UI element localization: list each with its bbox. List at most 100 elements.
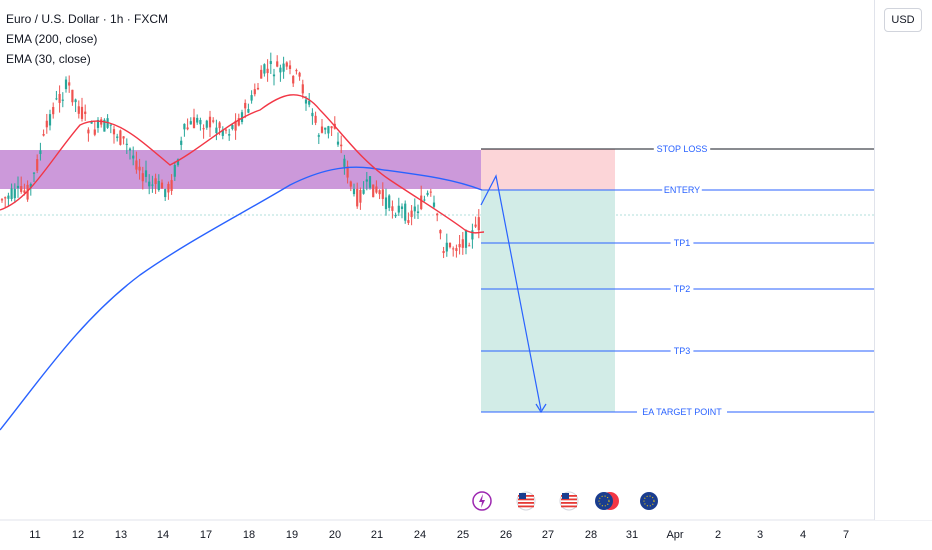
candle-body	[336, 141, 340, 145]
price-axis[interactable]	[874, 0, 932, 520]
x-tick-label: 18	[243, 529, 255, 541]
candle-body	[215, 127, 218, 134]
candle-body	[439, 230, 442, 234]
candle-body	[391, 206, 394, 211]
candle-body	[116, 136, 119, 138]
x-tick-label: 12	[72, 529, 84, 541]
x-tick-label: 11	[29, 529, 40, 541]
candle-body	[103, 119, 106, 132]
candle-body	[68, 82, 71, 86]
candle-body	[359, 189, 362, 203]
target-zone	[481, 190, 615, 412]
candle-body	[141, 173, 144, 182]
candle-body	[176, 159, 180, 166]
candle-body	[276, 61, 279, 67]
candle-body	[228, 134, 231, 136]
candle-body	[208, 116, 212, 128]
candle-body	[64, 79, 68, 90]
candle-body	[247, 109, 250, 113]
candle-body	[420, 195, 423, 209]
candle-body	[378, 190, 381, 195]
candle-body	[288, 65, 292, 69]
candle-body	[468, 245, 471, 247]
level-label-tp1: TP1	[674, 238, 691, 248]
candle-body	[170, 180, 173, 191]
candle-body	[250, 95, 253, 101]
candle-body	[205, 120, 208, 128]
candle-body	[173, 165, 176, 177]
candle-body	[125, 143, 128, 145]
candle-body	[23, 190, 26, 193]
candle-body	[282, 63, 285, 72]
candle-body	[436, 213, 439, 216]
candle-body	[394, 214, 397, 217]
level-label-stop-loss: STOP LOSS	[657, 144, 708, 154]
candle-body	[16, 185, 20, 189]
candle-body	[74, 99, 77, 103]
candle-body	[400, 206, 404, 209]
level-label-bg	[670, 345, 694, 356]
candle-body	[212, 120, 215, 122]
level-label-bg	[653, 143, 711, 154]
candle-body	[80, 106, 84, 119]
candle-body	[135, 160, 138, 170]
candle-body	[365, 179, 368, 182]
candle-body	[36, 159, 39, 171]
x-tick-label: 19	[286, 529, 298, 541]
multi-flag-icon	[595, 492, 619, 510]
ema200-legend[interactable]: EMA (200, close)	[6, 32, 98, 46]
candle-body	[461, 239, 464, 248]
candle-body	[452, 248, 455, 250]
candle-body	[311, 112, 314, 117]
candle-body	[272, 74, 276, 77]
candle-body	[260, 69, 263, 79]
candle-body	[448, 242, 452, 248]
candle-body	[0, 199, 4, 201]
candle-body	[429, 191, 432, 193]
candle-body	[362, 189, 365, 194]
candle-body	[320, 126, 324, 133]
candle-body	[407, 220, 410, 223]
x-tick-label: 13	[115, 529, 127, 541]
candle-body	[442, 250, 445, 254]
x-tick-label: 7	[843, 529, 849, 541]
candle-body	[314, 115, 317, 123]
candle-body	[381, 189, 384, 199]
us-flag-icon	[516, 491, 536, 511]
candle-body	[269, 61, 272, 65]
currency-button[interactable]: USD	[884, 8, 922, 32]
eu-flag-icon	[640, 492, 658, 510]
candle-body	[304, 99, 308, 104]
x-tick-label: 28	[585, 529, 597, 541]
candles	[0, 52, 480, 259]
candle-body	[71, 89, 74, 103]
x-tick-label: 3	[757, 529, 763, 541]
candle-body	[58, 93, 61, 103]
candle-body	[237, 118, 240, 126]
candle-body	[164, 189, 167, 198]
candle-body	[464, 230, 468, 248]
candle-body	[90, 121, 93, 124]
candle-body	[279, 67, 282, 73]
x-tick-label: 14	[157, 529, 169, 541]
candle-body	[356, 188, 359, 207]
candle-body	[349, 181, 352, 187]
ema30-legend[interactable]: EMA (30, close)	[6, 52, 91, 66]
candle-body	[423, 199, 426, 201]
candle-body	[199, 119, 202, 125]
candle-body	[192, 117, 196, 129]
candle-body	[112, 129, 116, 135]
x-tick-label: 24	[414, 529, 426, 541]
candle-body	[372, 184, 375, 198]
candle-body	[346, 166, 349, 178]
candle-body	[263, 64, 266, 74]
x-tick-label: 31	[626, 529, 638, 541]
candle-body	[426, 192, 429, 195]
supply-zone	[0, 150, 482, 189]
candle-body	[298, 72, 301, 77]
candle-body	[77, 106, 80, 114]
candle-body	[471, 230, 474, 240]
candle-body	[218, 122, 221, 129]
candle-body	[87, 129, 90, 134]
